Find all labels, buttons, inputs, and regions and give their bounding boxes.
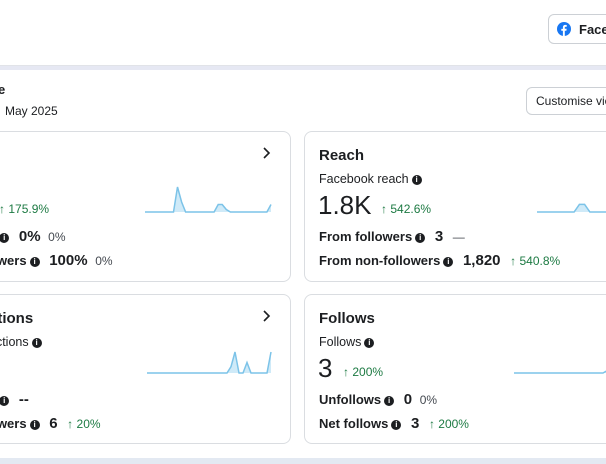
bottom-divider	[0, 458, 606, 464]
sparkline-line	[537, 203, 606, 213]
views-row2-value: 100%	[49, 252, 88, 269]
interactions-row2-label: owers	[0, 416, 27, 431]
reach-row2-value: 1,820	[462, 252, 501, 269]
views-row1-value: 0%	[18, 228, 41, 245]
views-change: ↑ 175.9%	[0, 202, 50, 216]
reach-card[interactable]: Reach Facebook reach i 1.8K ↑ 542.6% From…	[304, 131, 606, 282]
views-row2-label: owers	[0, 253, 27, 268]
chevron-right-icon[interactable]	[262, 309, 272, 325]
reach-sparkline	[537, 203, 606, 213]
info-icon[interactable]: i	[415, 233, 426, 243]
follows-row2-change: ↑ 200%	[428, 417, 469, 431]
interactions-metric-label: actionsi	[0, 335, 42, 349]
follows-row2-value: 3	[410, 415, 420, 432]
reach-change: ↑ 542.6%	[381, 202, 432, 216]
follows-sparkline	[514, 370, 606, 374]
info-icon[interactable]: i	[29, 257, 40, 267]
header-divider	[0, 66, 606, 70]
views-sparkline	[145, 186, 272, 213]
views-row2-change: 0%	[95, 254, 113, 268]
follows-row1-change: 0%	[419, 393, 438, 407]
follows-title: Follows	[319, 310, 375, 327]
sparkline-area	[537, 204, 606, 212]
reach-row1-change: —	[452, 230, 465, 244]
sparkline-area	[145, 187, 271, 212]
follows-metric-label: Follows i	[319, 335, 375, 349]
reach-row1-value: 3	[434, 228, 444, 245]
interactions-title: ctions	[0, 310, 34, 327]
views-row1-change: 0%	[48, 230, 66, 244]
follows-card[interactable]: Follows Follows i 3 ↑ 200% Unfollows i 0 0…	[304, 294, 606, 444]
customise-view-button[interactable]: Customise vie	[526, 87, 606, 115]
facebook-account-button[interactable]: Face	[548, 14, 606, 44]
sparkline-area	[147, 352, 271, 373]
info-icon[interactable]: i	[443, 257, 454, 267]
info-icon[interactable]: i	[384, 396, 395, 406]
sparkline-line	[514, 370, 606, 374]
follows-big-value: 3	[318, 353, 333, 383]
follows-row1-value: 0	[403, 391, 413, 408]
facebook-icon	[557, 22, 571, 36]
reach-row2-label: From non-followers	[319, 253, 441, 268]
info-icon[interactable]: i	[31, 338, 42, 348]
reach-row2-change: ↑ 540.8%	[510, 254, 561, 268]
info-icon[interactable]: i	[29, 420, 40, 430]
reach-title: Reach	[319, 147, 365, 164]
info-icon[interactable]: i	[391, 420, 402, 430]
reach-big-value: 1.8K	[318, 190, 372, 220]
interactions-row2-change: ↑ 20%	[67, 417, 101, 431]
info-icon[interactable]: i	[364, 338, 375, 348]
info-icon[interactable]: i	[0, 396, 10, 406]
views-row1: si 0% 0%	[0, 228, 66, 245]
sparkline-line	[147, 351, 272, 374]
follows-change: ↑ 200%	[343, 365, 384, 379]
info-icon[interactable]: i	[0, 233, 10, 243]
info-icon[interactable]: i	[411, 175, 422, 185]
interactions-sparkline	[147, 351, 272, 374]
reach-metric-label: Facebook reach i	[319, 172, 422, 186]
chevron-right-icon[interactable]	[262, 146, 272, 162]
reach-row2: From non-followers i 1,820 ↑ 540.8%	[319, 252, 560, 269]
interactions-row2-value: 6	[49, 415, 58, 432]
interactions-row1-value: --	[18, 391, 29, 408]
reach-row1: From followers i 3 —	[319, 228, 465, 245]
follows-row1-label: Unfollows	[319, 392, 382, 407]
top-bar: Face	[0, 0, 606, 66]
facebook-account-label: Face	[579, 21, 606, 37]
follows-row2: Net follows i 3 ↑ 200%	[319, 415, 469, 432]
follows-row2-label: Net follows	[319, 416, 389, 431]
section-title: e	[0, 82, 6, 97]
date-range: May 2025	[5, 104, 58, 118]
reach-row1-label: From followers	[319, 229, 413, 244]
sparkline-line	[145, 186, 272, 213]
follows-row1: Unfollows i 0 0%	[319, 391, 437, 408]
interactions-row1: si --	[0, 391, 29, 408]
